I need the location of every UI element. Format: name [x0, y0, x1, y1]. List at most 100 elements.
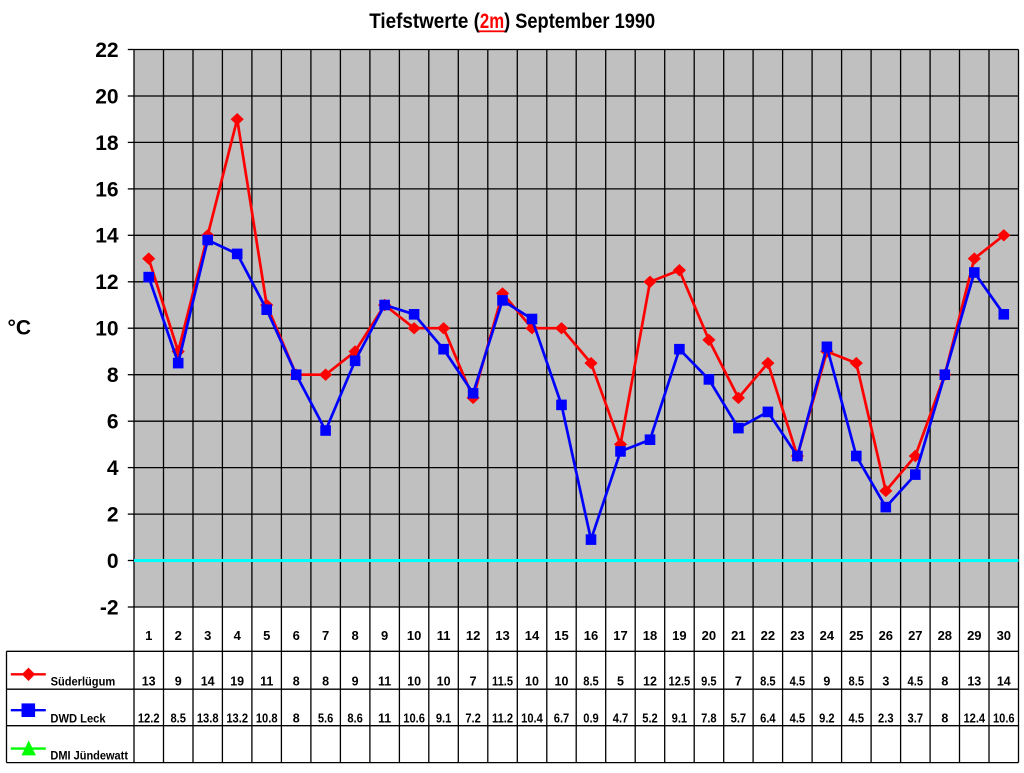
svg-text:5.7: 5.7	[731, 711, 747, 725]
svg-text:8.6: 8.6	[347, 711, 363, 725]
svg-text:11: 11	[437, 628, 451, 643]
svg-text:18: 18	[95, 132, 119, 155]
svg-text:20: 20	[95, 85, 118, 108]
svg-text:25: 25	[849, 628, 863, 643]
svg-text:7.2: 7.2	[465, 711, 481, 725]
svg-text:-2: -2	[100, 596, 119, 619]
svg-text:7: 7	[322, 628, 329, 643]
svg-text:15: 15	[554, 628, 568, 643]
svg-text:12.2: 12.2	[138, 711, 160, 725]
svg-text:6: 6	[107, 411, 119, 434]
svg-text:12.4: 12.4	[963, 711, 985, 725]
svg-text:10: 10	[437, 675, 451, 689]
svg-text:0: 0	[107, 550, 119, 573]
svg-text:13: 13	[142, 675, 156, 689]
svg-text:10: 10	[95, 318, 118, 341]
svg-text:10: 10	[525, 675, 539, 689]
svg-text:3.7: 3.7	[908, 711, 924, 725]
svg-text:22: 22	[761, 628, 775, 643]
svg-text:14: 14	[997, 675, 1011, 689]
svg-text:9: 9	[823, 675, 830, 689]
svg-text:4.7: 4.7	[613, 711, 629, 725]
svg-text:6.4: 6.4	[760, 711, 776, 725]
svg-text:7.8: 7.8	[701, 711, 717, 725]
svg-text:Süderlügum: Süderlügum	[51, 674, 116, 688]
svg-text:3: 3	[882, 675, 889, 689]
svg-text:10: 10	[555, 675, 569, 689]
svg-text:4.5: 4.5	[790, 711, 806, 725]
svg-text:) September 1990: ) September 1990	[504, 9, 655, 33]
svg-text:20: 20	[702, 628, 716, 643]
svg-text:2: 2	[107, 504, 119, 527]
svg-text:9.2: 9.2	[819, 711, 835, 725]
svg-text:10: 10	[407, 675, 421, 689]
svg-text:8: 8	[293, 675, 300, 689]
svg-text:24: 24	[820, 628, 835, 643]
svg-text:22: 22	[95, 39, 118, 62]
svg-text:7: 7	[735, 675, 742, 689]
svg-text:Tiefstwerte (: Tiefstwerte (	[369, 9, 480, 33]
svg-text:9.1: 9.1	[672, 711, 688, 725]
svg-text:8.5: 8.5	[170, 711, 186, 725]
svg-text:11: 11	[378, 711, 391, 725]
svg-text:DWD Leck: DWD Leck	[50, 711, 106, 725]
svg-text:9: 9	[175, 675, 182, 689]
svg-text:23: 23	[790, 628, 804, 643]
svg-text:6.7: 6.7	[554, 711, 570, 725]
svg-text:8.5: 8.5	[583, 675, 599, 689]
svg-text:8.5: 8.5	[760, 675, 776, 689]
svg-text:5: 5	[617, 675, 624, 689]
svg-text:12.5: 12.5	[669, 675, 691, 689]
svg-text:1: 1	[145, 628, 152, 643]
svg-text:0.9: 0.9	[583, 711, 599, 725]
svg-text:12: 12	[466, 628, 480, 643]
svg-text:16: 16	[584, 628, 598, 643]
svg-text:9.5: 9.5	[701, 675, 717, 689]
svg-text:4.5: 4.5	[849, 711, 865, 725]
svg-text:4.5: 4.5	[790, 675, 806, 689]
svg-text:12: 12	[643, 675, 657, 689]
svg-text:8: 8	[941, 675, 948, 689]
svg-text:26: 26	[879, 628, 893, 643]
svg-text:°C: °C	[8, 316, 32, 339]
svg-text:8: 8	[941, 711, 948, 725]
svg-text:7: 7	[470, 675, 477, 689]
svg-text:12: 12	[95, 271, 118, 294]
svg-text:5.6: 5.6	[318, 711, 334, 725]
svg-text:DMI Jündewatt: DMI Jündewatt	[50, 749, 128, 763]
svg-text:13.2: 13.2	[226, 711, 248, 725]
svg-text:4: 4	[234, 628, 242, 643]
svg-text:10.6: 10.6	[993, 711, 1015, 725]
svg-text:19: 19	[230, 675, 244, 689]
svg-text:29: 29	[967, 628, 981, 643]
svg-text:8.5: 8.5	[849, 675, 865, 689]
svg-text:18: 18	[643, 628, 657, 643]
svg-text:9.1: 9.1	[436, 711, 452, 725]
svg-text:14: 14	[95, 225, 119, 248]
svg-text:9: 9	[381, 628, 388, 643]
svg-text:11.2: 11.2	[492, 711, 513, 725]
svg-text:14: 14	[525, 628, 540, 643]
svg-text:17: 17	[613, 628, 627, 643]
svg-text:11.5: 11.5	[492, 675, 513, 689]
svg-text:8: 8	[107, 364, 119, 387]
svg-text:5.2: 5.2	[642, 711, 658, 725]
svg-text:8: 8	[322, 675, 329, 689]
svg-text:11: 11	[260, 675, 273, 689]
svg-text:10.4: 10.4	[521, 711, 543, 725]
svg-text:30: 30	[997, 628, 1011, 643]
svg-text:11: 11	[378, 675, 391, 689]
svg-text:5: 5	[263, 628, 270, 643]
svg-text:13: 13	[967, 675, 981, 689]
svg-text:2: 2	[175, 628, 182, 643]
svg-text:27: 27	[908, 628, 922, 643]
svg-text:13.8: 13.8	[197, 711, 219, 725]
svg-text:3: 3	[204, 628, 211, 643]
svg-text:28: 28	[938, 628, 952, 643]
svg-text:8: 8	[293, 711, 300, 725]
svg-text:2.3: 2.3	[878, 711, 894, 725]
svg-text:13: 13	[495, 628, 509, 643]
svg-text:21: 21	[731, 628, 745, 643]
svg-text:9: 9	[352, 675, 359, 689]
svg-text:19: 19	[672, 628, 686, 643]
